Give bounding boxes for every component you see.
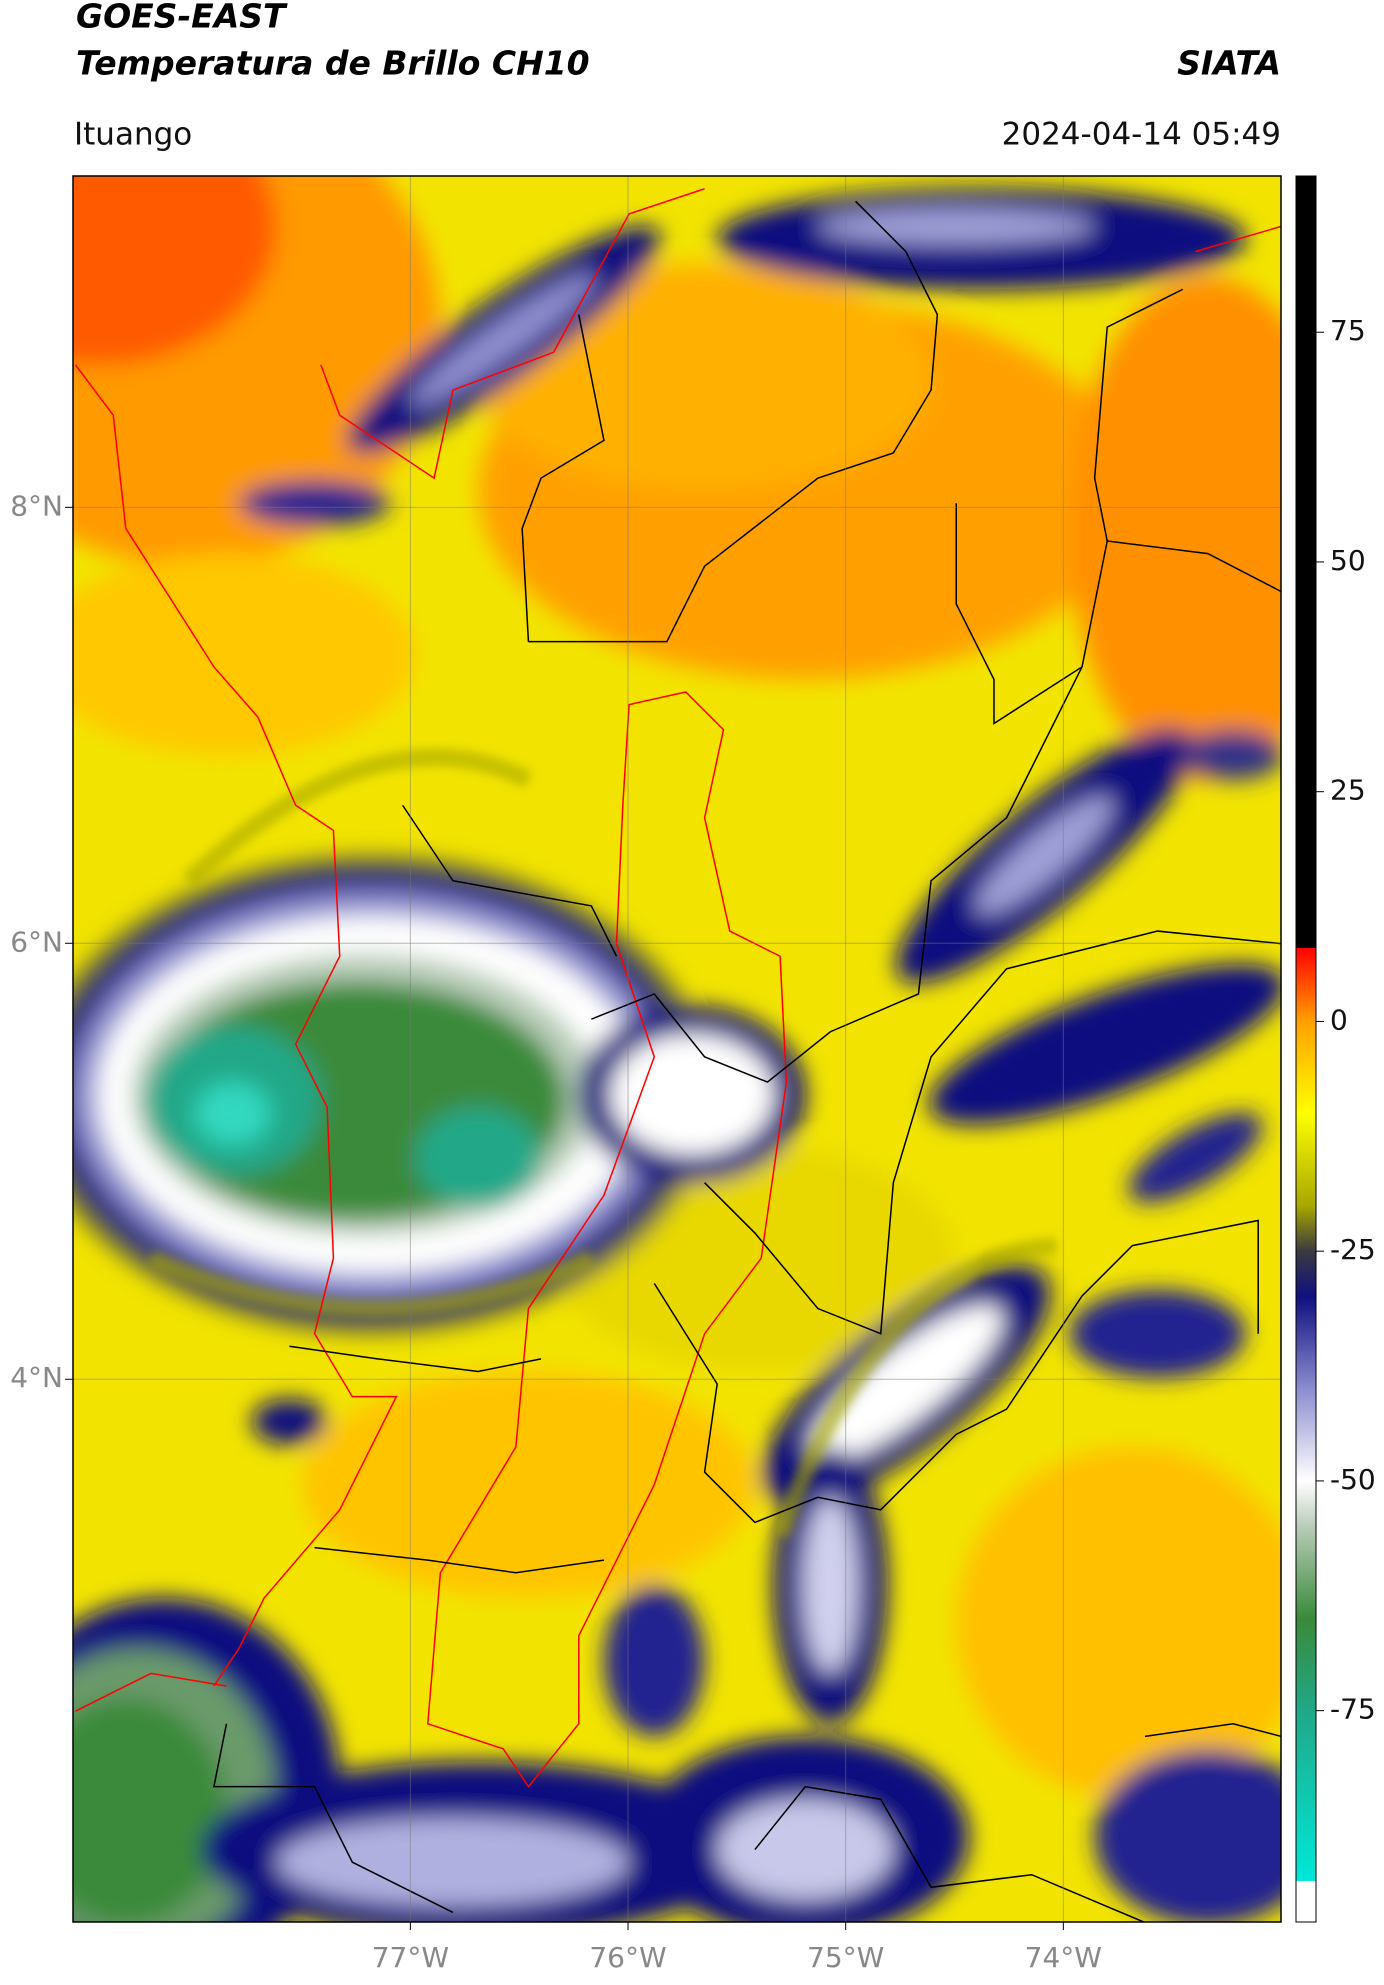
colorbar-tick-label: 25	[1330, 774, 1366, 807]
location: Ituango	[74, 117, 192, 153]
colorbar-tick-label: 75	[1330, 314, 1366, 347]
axes: 77°W 76°W 75°W 74°W 8°N 6°N 4°N 75 50 25 0 -25 -50 -7…	[10, 176, 1376, 1974]
colorbar-tick-label: 0	[1330, 1003, 1348, 1036]
colorbar-tick-label: -75	[1330, 1693, 1376, 1726]
x-tick-label: 76°W	[589, 1941, 666, 1974]
x-tick-label: 77°W	[372, 1941, 449, 1974]
boundaries	[74, 188, 1281, 1922]
title: GOES-EAST	[76, 0, 288, 36]
y-tick-label: 6°N	[10, 925, 63, 958]
satellite-image	[73, 176, 1281, 1922]
y-tick-label: 8°N	[10, 489, 63, 522]
y-tick-label: 4°N	[10, 1361, 63, 1394]
colorbar-tick-label: -50	[1330, 1463, 1376, 1496]
subtitle: Temperatura de Brillo CH10	[76, 44, 590, 83]
datetime: 2024-04-14 05:49	[1002, 117, 1281, 153]
x-tick-label: 75°W	[807, 1941, 884, 1974]
colorbar-tick-label: -25	[1330, 1233, 1376, 1266]
colorbar-tick-label: 50	[1330, 544, 1366, 577]
source: SIATA	[1177, 44, 1281, 83]
map-frame	[72, 175, 1282, 1923]
x-tick-label: 74°W	[1025, 1941, 1102, 1974]
colorbar	[1295, 175, 1317, 1923]
